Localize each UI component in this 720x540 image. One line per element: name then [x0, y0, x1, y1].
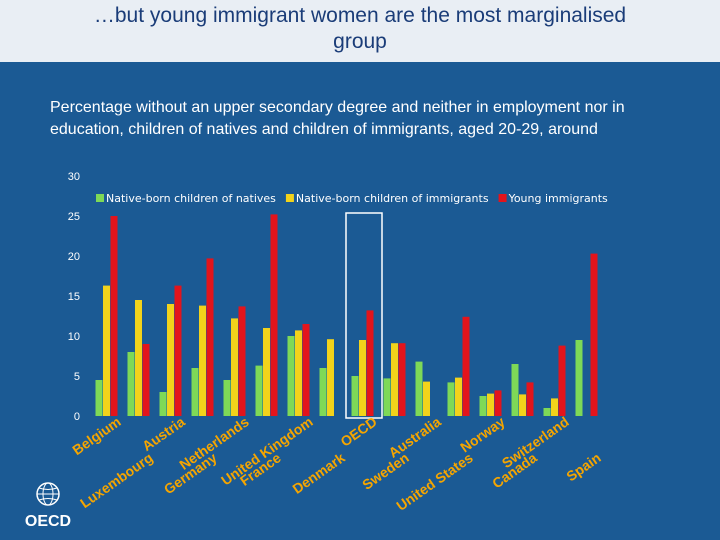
- legend-label: Native-born children of natives: [106, 192, 276, 205]
- bar: [142, 344, 150, 416]
- bar: [455, 377, 462, 416]
- bar: [415, 361, 423, 416]
- bar: [95, 380, 103, 416]
- bar: [223, 380, 231, 416]
- x-tick-label: Norway: [457, 413, 508, 455]
- oecd-globe-icon: [36, 482, 60, 506]
- chart-subtitle-line1: Percentage without an upper secondary de…: [50, 99, 625, 116]
- y-tick-label: 20: [68, 251, 80, 263]
- bar: [494, 390, 502, 416]
- bar: [575, 340, 583, 416]
- bar: [231, 318, 238, 416]
- x-tick-label: OECD: [337, 413, 379, 449]
- bar: [447, 382, 455, 416]
- title-band: [0, 0, 720, 62]
- bar: [135, 300, 142, 416]
- oecd-logo: OECD: [25, 482, 71, 530]
- bar: [543, 408, 551, 416]
- bar: [423, 381, 430, 416]
- bar: [319, 368, 327, 416]
- bar: [366, 310, 374, 416]
- bar: [511, 364, 519, 416]
- bar: [391, 343, 398, 416]
- y-tick-label: 0: [74, 411, 80, 423]
- y-tick-label: 15: [68, 291, 80, 303]
- highlight-box: [345, 212, 383, 419]
- bar: [351, 376, 359, 416]
- legend-swatch: [498, 194, 507, 202]
- bar: [487, 393, 494, 416]
- bar: [551, 398, 558, 416]
- chart-subtitle-line2: education, children of natives and child…: [50, 121, 598, 138]
- slide-title-line1: …but young immigrant women are the most …: [93, 4, 627, 27]
- y-tick-label: 25: [68, 211, 80, 223]
- bar: [174, 285, 182, 416]
- chart-subtitle: Percentage without an upper secondary de…: [50, 97, 715, 141]
- slide-title: …but young immigrant women are the most …: [0, 3, 720, 55]
- bar: [327, 339, 334, 416]
- bar: [110, 216, 118, 416]
- bar: [590, 253, 598, 416]
- x-tick-label: Denmark: [289, 449, 347, 497]
- bar: [526, 382, 534, 416]
- bar: [558, 345, 566, 416]
- bar: [295, 330, 302, 416]
- x-tick-label: Australia: [385, 413, 443, 461]
- bar: [359, 340, 366, 416]
- legend-swatch: [96, 194, 104, 202]
- slide-title-line2: group: [333, 30, 387, 53]
- bar: [127, 352, 135, 416]
- bar-chart: 0 5 10 15 20 25 30 Native-born children of nati…: [68, 171, 608, 514]
- bar: [519, 394, 526, 416]
- bar: [167, 304, 174, 416]
- legend-label: Native-born children of immigrants: [296, 192, 489, 205]
- x-tick-label: Austria: [139, 413, 188, 454]
- y-tick-label: 30: [68, 171, 80, 183]
- y-tick-label: 5: [74, 371, 80, 383]
- y-tick-label: 10: [68, 331, 80, 343]
- x-tick-label: Spain: [563, 449, 603, 484]
- bar: [199, 305, 206, 416]
- bar: [383, 378, 391, 416]
- bar: [270, 214, 278, 416]
- legend-label: Young immigrants: [508, 192, 608, 205]
- bar: [287, 336, 295, 416]
- bar: [206, 258, 214, 416]
- bar: [462, 316, 470, 416]
- legend-swatch: [285, 194, 294, 202]
- bar: [479, 396, 487, 416]
- bar: [159, 392, 167, 416]
- bar: [238, 306, 246, 416]
- bar: [263, 328, 270, 416]
- bar: [302, 324, 310, 416]
- bar: [103, 285, 110, 416]
- bar: [191, 368, 199, 416]
- bar: [255, 365, 263, 416]
- bar: [398, 343, 406, 416]
- x-tick-label: Sweden: [359, 449, 412, 492]
- oecd-logo-text: OECD: [25, 513, 71, 530]
